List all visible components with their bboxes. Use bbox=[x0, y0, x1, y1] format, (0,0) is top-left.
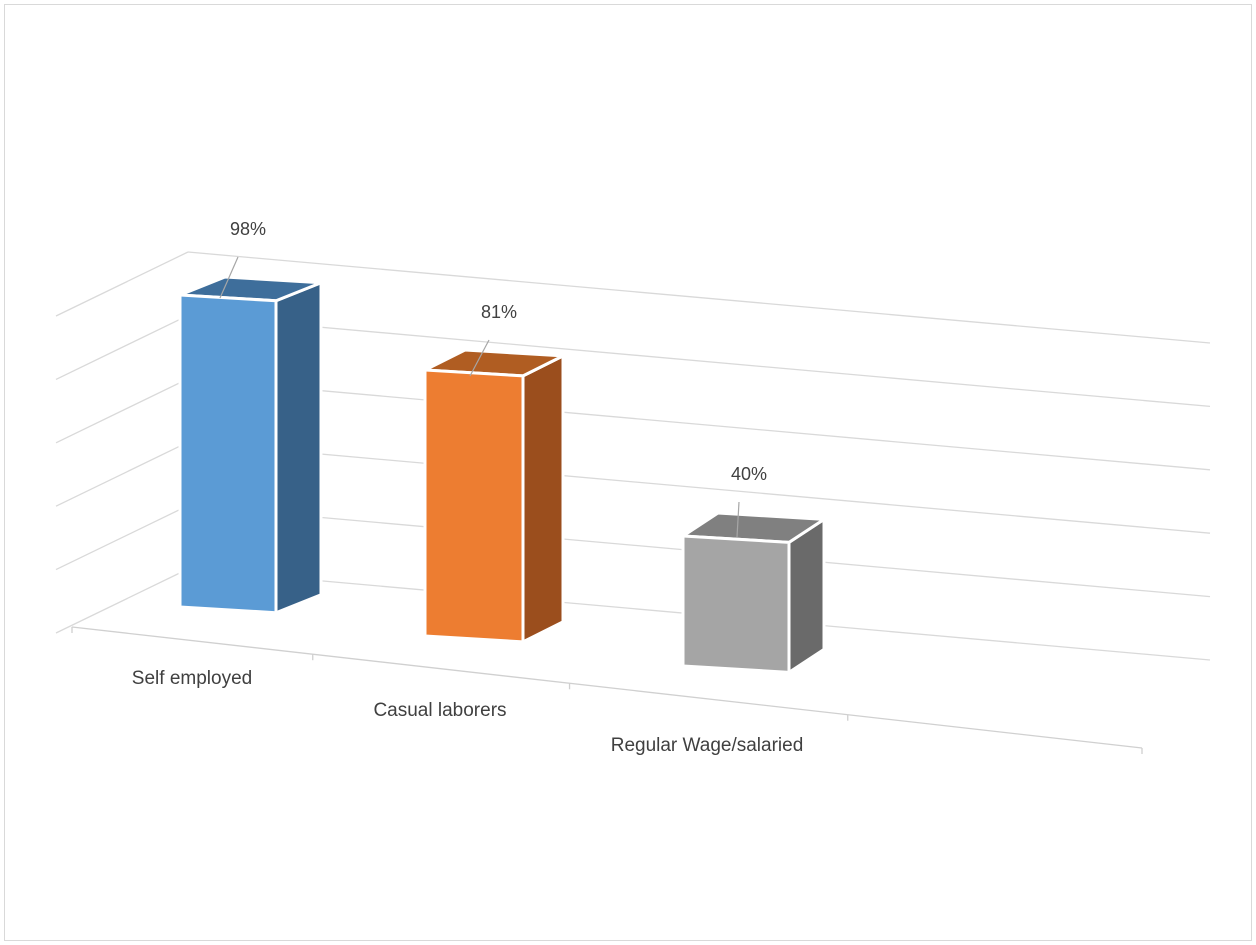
data-label-leader bbox=[219, 256, 239, 299]
side-gridline-0 bbox=[55, 568, 189, 634]
bar-regular-wage-salaried bbox=[681, 511, 826, 674]
labels: 98% Self employed 81% Casual laborers 40% Reg… bbox=[132, 219, 803, 756]
side-gridline-80 bbox=[55, 314, 189, 380]
bar-side-face bbox=[787, 517, 826, 674]
bar-side-face bbox=[521, 354, 565, 644]
bar-front-face bbox=[178, 293, 278, 615]
gridline-40 bbox=[187, 441, 1211, 534]
gridlines bbox=[55, 251, 1211, 661]
side-gridline-60 bbox=[55, 378, 189, 444]
bar-front-face bbox=[423, 368, 525, 644]
bars bbox=[178, 275, 826, 674]
side-gridline-100 bbox=[55, 251, 189, 317]
category-axis-line bbox=[71, 626, 1143, 749]
data-label-leader bbox=[736, 501, 740, 538]
category-label: Regular Wage/salaried bbox=[611, 735, 804, 756]
data-label: 98% bbox=[230, 219, 266, 239]
side-gridline-40 bbox=[55, 441, 189, 507]
data-label: 81% bbox=[481, 302, 517, 322]
gridline-60 bbox=[187, 378, 1211, 471]
bar-self-employed bbox=[178, 275, 323, 615]
data-label-leader bbox=[469, 339, 490, 377]
bar-casual-laborers bbox=[423, 348, 565, 644]
data-label: 40% bbox=[731, 464, 767, 484]
category-label: Self employed bbox=[132, 668, 252, 689]
bar-front-face bbox=[681, 534, 791, 674]
gridline-80 bbox=[187, 314, 1211, 408]
bar-side-face bbox=[274, 281, 323, 615]
side-gridline-20 bbox=[55, 505, 189, 571]
gridline-100 bbox=[187, 251, 1211, 344]
category-axis bbox=[71, 626, 1143, 754]
category-label: Casual laborers bbox=[373, 700, 506, 721]
